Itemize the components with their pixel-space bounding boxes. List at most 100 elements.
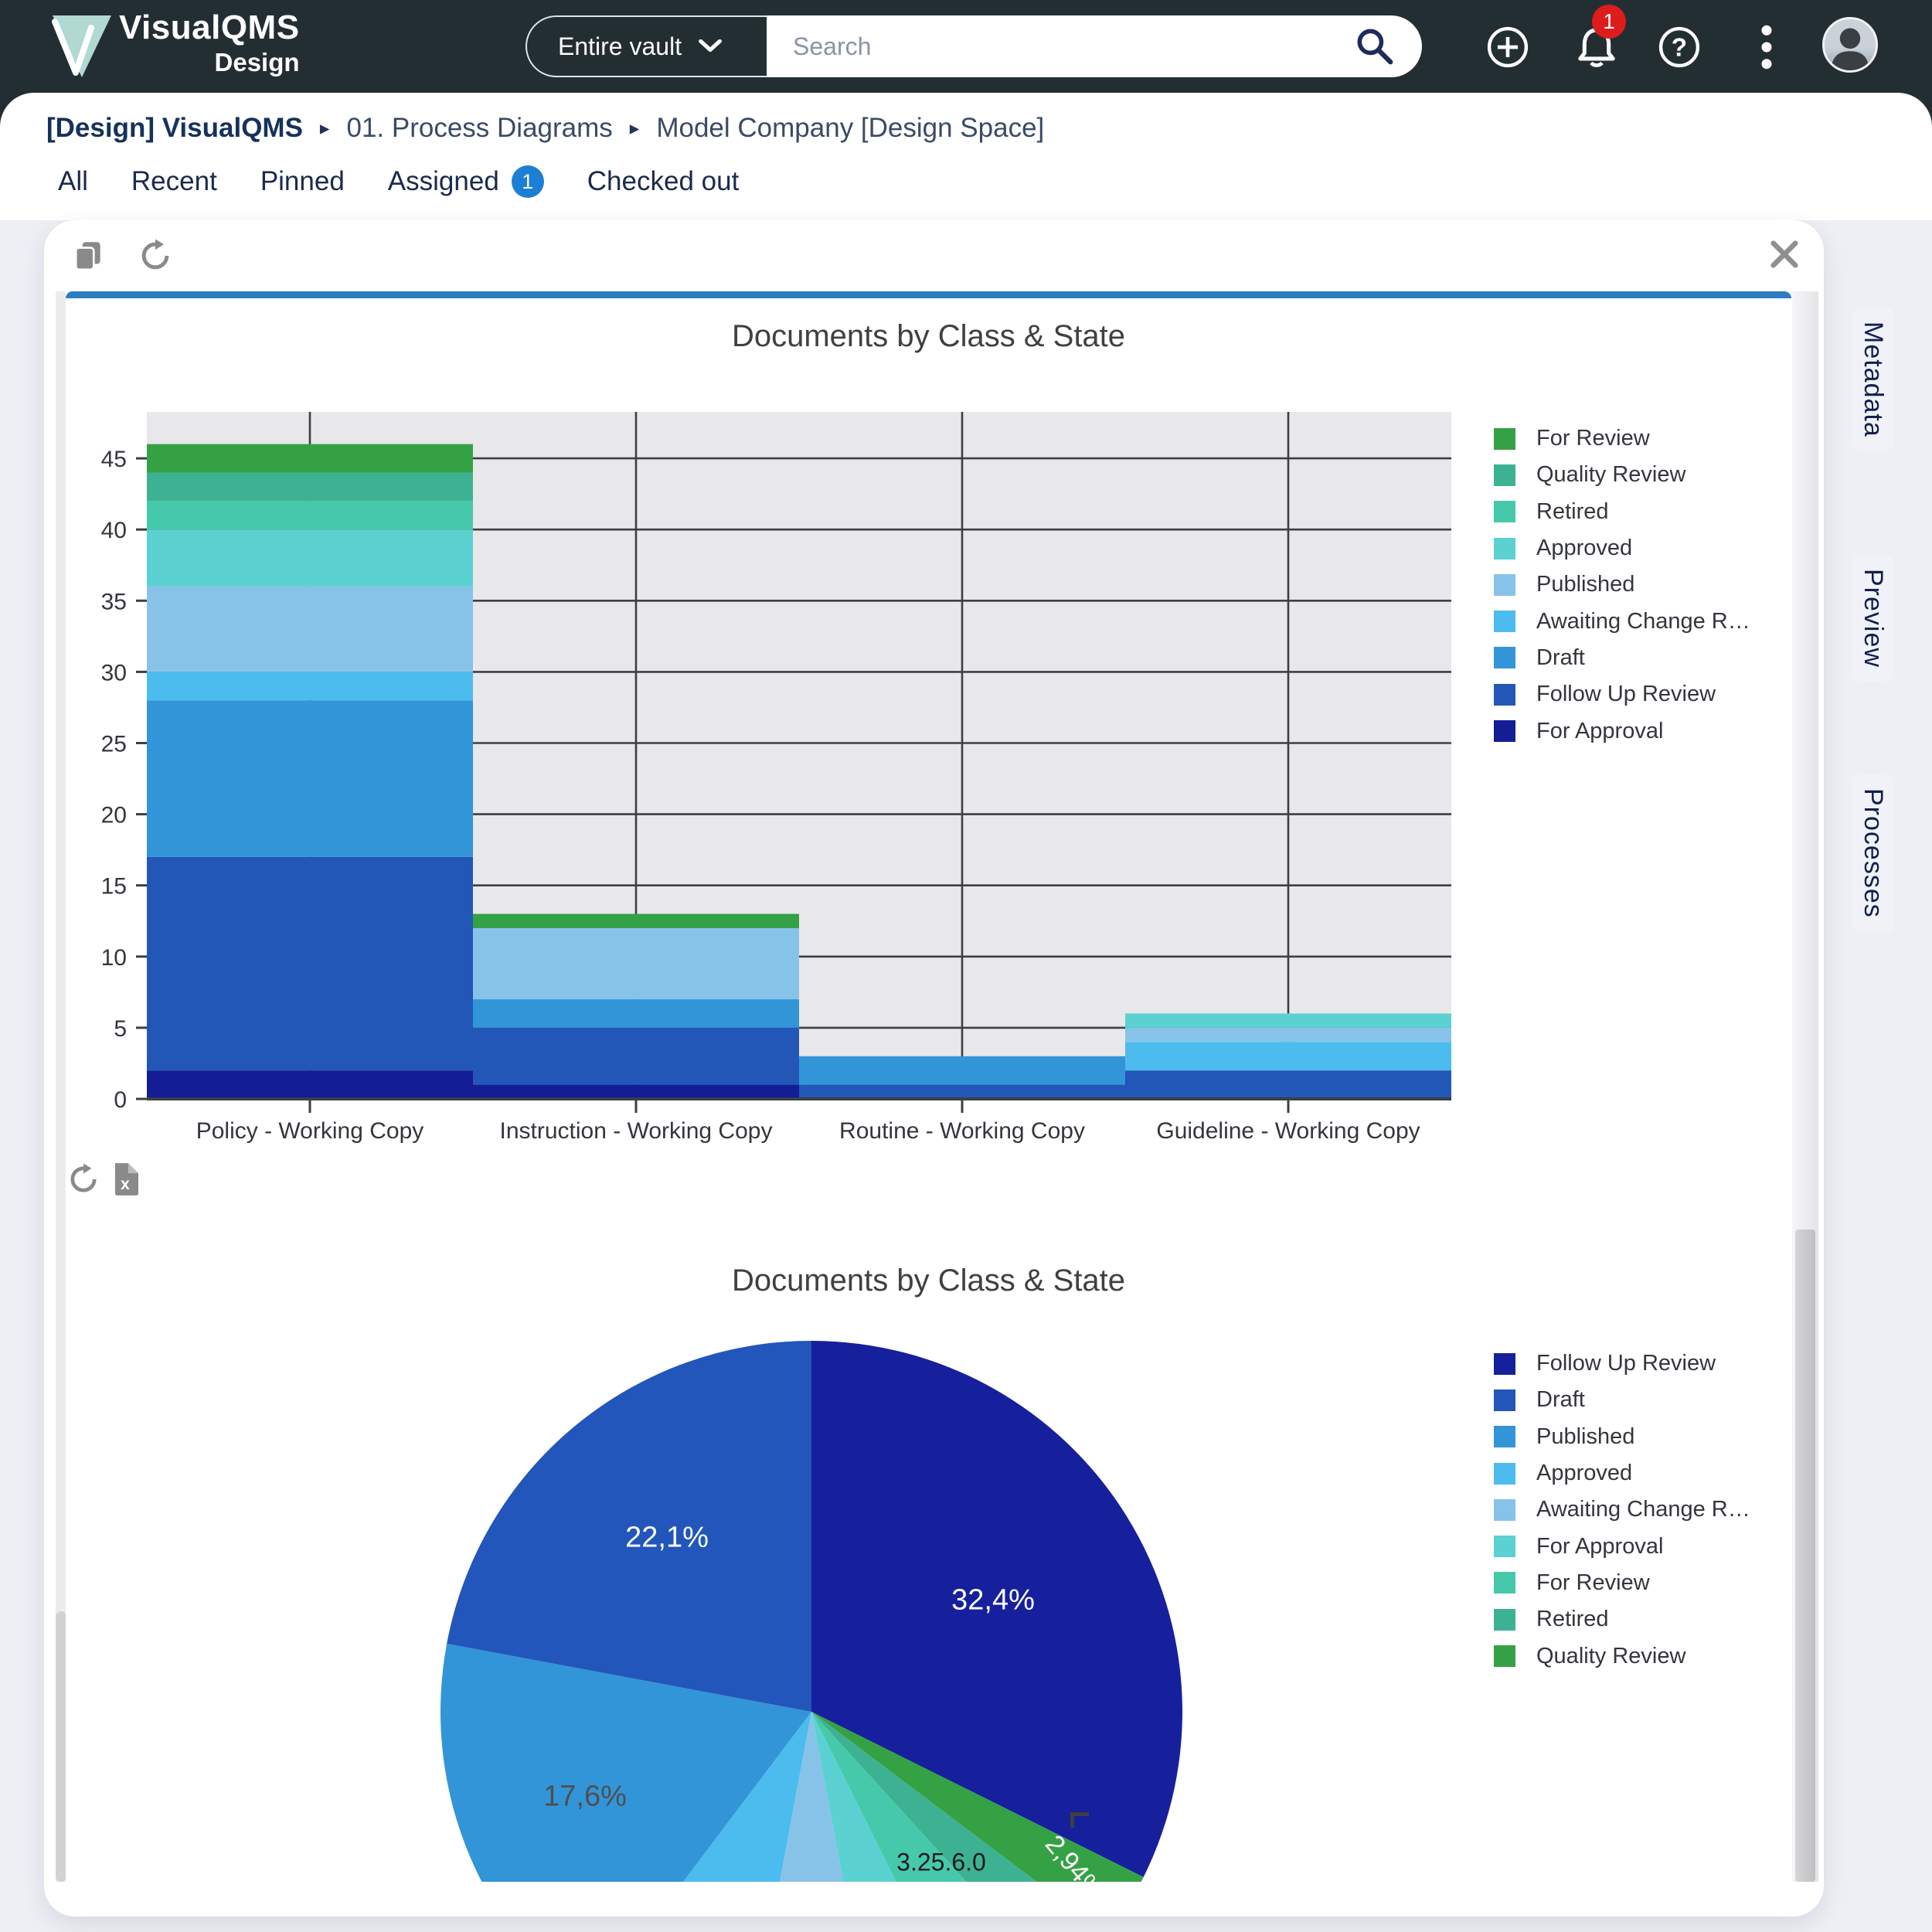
side-tab-preview[interactable]: Preview xyxy=(1852,555,1894,682)
legend-label: Retired xyxy=(1536,1607,1609,1632)
tab-assigned[interactable]: Assigned 1 xyxy=(388,165,544,198)
legend-item: Awaiting Change R… xyxy=(1494,1492,1750,1528)
legend-swatch xyxy=(1494,611,1515,633)
scope-label: Entire vault xyxy=(558,32,682,60)
logo-triangle-icon xyxy=(52,15,111,77)
legend-label: Quality Review xyxy=(1536,1643,1686,1668)
search-input[interactable] xyxy=(793,32,1354,61)
breadcrumb-separator-icon: ▸ xyxy=(629,117,640,139)
legend-item: Quality Review xyxy=(1494,457,1750,493)
legend-label: Follow Up Review xyxy=(1536,682,1716,707)
legend-label: Published xyxy=(1536,572,1635,597)
svg-text:30: 30 xyxy=(101,660,127,685)
legend-item: Retired xyxy=(1494,1601,1750,1638)
user-avatar[interactable] xyxy=(1822,17,1878,73)
legend-item: For Review xyxy=(1494,1565,1750,1601)
breadcrumb-separator-icon: ▸ xyxy=(319,117,330,139)
label-bracket-artifact xyxy=(1070,1812,1089,1828)
legend-swatch xyxy=(1494,427,1515,450)
navigation-band: [Design] VisualQMS ▸ 01. Process Diagrams ▸… xyxy=(0,93,1932,220)
export-excel-icon[interactable]: x xyxy=(112,1163,138,1196)
legend-item: Published xyxy=(1494,566,1750,603)
more-options-kebab-icon[interactable] xyxy=(1757,23,1776,71)
right-scrollbar-track[interactable] xyxy=(1792,291,1818,1882)
search-icon[interactable] xyxy=(1354,26,1396,67)
svg-text:5: 5 xyxy=(114,1016,127,1042)
legend-swatch xyxy=(1494,683,1515,706)
bar-chart-legend: For Review Quality Review Retired Approved P… xyxy=(1494,420,1750,750)
dashboard-accent-border xyxy=(66,291,1791,298)
tab-count-badge: 1 xyxy=(511,165,544,198)
legend-swatch xyxy=(1494,1352,1515,1375)
tab-label: Pinned xyxy=(260,166,345,196)
breadcrumb-item[interactable]: 01. Process Diagrams xyxy=(346,113,613,143)
pie-label-quality-review: 2,94% xyxy=(1039,1829,1110,1882)
pie-chart-title: Documents by Class & State xyxy=(731,1264,1126,1298)
legend-label: Draft xyxy=(1536,1387,1585,1413)
svg-text:10: 10 xyxy=(101,945,127,971)
svg-text:Policy - Working Copy: Policy - Working Copy xyxy=(196,1118,424,1144)
tab-all[interactable]: All xyxy=(58,166,88,197)
svg-text:40: 40 xyxy=(101,518,127,543)
refresh-chart-icon[interactable] xyxy=(67,1163,100,1196)
create-new-icon[interactable] xyxy=(1485,25,1530,70)
legend-swatch xyxy=(1494,647,1515,669)
svg-text:45: 45 xyxy=(101,447,127,472)
side-tab-metadata[interactable]: Metadata xyxy=(1852,308,1894,451)
legend-swatch xyxy=(1494,1645,1515,1668)
left-scrollbar-thumb[interactable] xyxy=(56,1611,66,1882)
legend-swatch xyxy=(1494,1462,1515,1485)
legend-swatch xyxy=(1494,720,1515,743)
legend-item: Retired xyxy=(1494,494,1750,530)
logo-subtitle: Design xyxy=(214,48,300,77)
tab-recent[interactable]: Recent xyxy=(131,166,217,197)
version-watermark: 3.25.6.0 xyxy=(896,1848,986,1876)
search-bar[interactable] xyxy=(767,15,1422,77)
legend-label: For Approval xyxy=(1536,718,1664,743)
tab-label: All xyxy=(58,166,88,196)
pie-label-published: 17,6% xyxy=(543,1780,627,1813)
legend-label: Quality Review xyxy=(1536,462,1686,488)
legend-item: Draft xyxy=(1494,1382,1750,1418)
legend-label: For Review xyxy=(1536,1570,1650,1595)
legend-item: Published xyxy=(1494,1419,1750,1455)
app-logo: VisualQMS Design xyxy=(45,11,300,82)
filter-tabs: All Recent Pinned Assigned 1 Checked out xyxy=(58,165,739,198)
legend-label: Follow Up Review xyxy=(1536,1351,1716,1376)
legend-swatch xyxy=(1494,464,1515,486)
legend-swatch xyxy=(1494,501,1515,523)
svg-text:Routine - Working Copy: Routine - Working Copy xyxy=(839,1118,1085,1144)
legend-swatch xyxy=(1494,1608,1515,1631)
legend-label: Awaiting Change R… xyxy=(1536,1497,1750,1522)
legend-item: Awaiting Change R… xyxy=(1494,603,1750,639)
bar-chart-title: Documents by Class & State xyxy=(731,319,1126,353)
svg-text:x: x xyxy=(121,1175,130,1193)
chevron-down-icon xyxy=(699,39,722,53)
pie-chart-legend: Follow Up Review Draft Published Approved Aw… xyxy=(1494,1345,1750,1675)
refresh-icon[interactable] xyxy=(138,239,172,273)
legend-item: For Review xyxy=(1494,420,1750,457)
help-icon[interactable]: ? xyxy=(1657,25,1702,70)
right-scrollbar-thumb[interactable] xyxy=(1795,1230,1815,1882)
svg-text:20: 20 xyxy=(101,803,127,828)
breadcrumb-item[interactable]: Model Company [Design Space] xyxy=(656,113,1045,143)
legend-swatch xyxy=(1494,1572,1515,1594)
pie-label-follow-up-review: 32,4% xyxy=(951,1583,1035,1617)
notification-badge: 1 xyxy=(1592,5,1626,39)
close-icon[interactable] xyxy=(1767,237,1801,271)
legend-swatch xyxy=(1494,537,1515,560)
legend-label: For Approval xyxy=(1536,1533,1664,1559)
legend-label: For Review xyxy=(1536,426,1650,451)
left-scrollbar-track[interactable] xyxy=(56,291,66,1882)
logo-title: VisualQMS xyxy=(119,9,300,46)
svg-text:0: 0 xyxy=(114,1087,127,1113)
vault-scope-dropdown[interactable]: Entire vault xyxy=(526,15,767,77)
tab-pinned[interactable]: Pinned xyxy=(260,166,345,197)
pie-label-draft: 22,1% xyxy=(625,1521,709,1554)
popout-window-icon[interactable] xyxy=(72,239,106,273)
tab-checked-out[interactable]: Checked out xyxy=(587,166,740,197)
side-tab-processes[interactable]: Processes xyxy=(1852,774,1894,932)
legend-label: Draft xyxy=(1536,645,1585,670)
breadcrumb-item[interactable]: [Design] VisualQMS xyxy=(46,113,303,143)
legend-swatch xyxy=(1494,1426,1515,1448)
